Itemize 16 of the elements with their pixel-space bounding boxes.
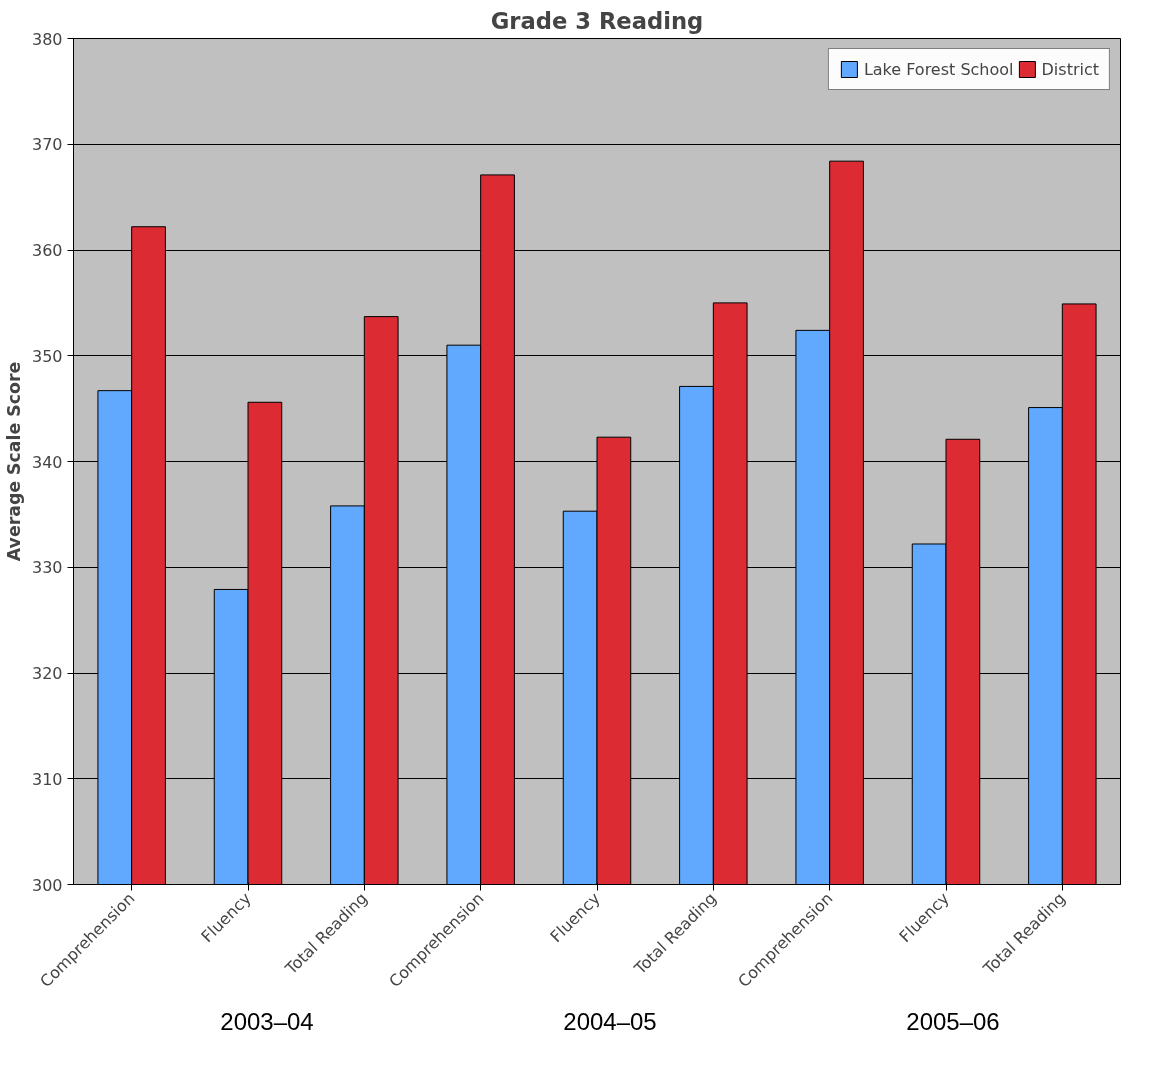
legend-label: District [1041, 59, 1099, 79]
text: 2003–04 [219, 1007, 315, 1037]
y-tick-label: 340 [31, 452, 63, 472]
y-axis-title: Average Scale Score [3, 361, 24, 562]
y-tick-label: 330 [31, 558, 63, 578]
chart-title: Grade 3 Reading [490, 7, 704, 34]
legend-label: Lake Forest School [863, 59, 1014, 79]
text: 2004–05 [562, 1007, 658, 1037]
text: 2005–06 [905, 1007, 1001, 1037]
y-tick-label: 370 [31, 135, 63, 155]
y-tick-label: 380 [31, 29, 63, 49]
y-tick-label: 310 [31, 769, 63, 789]
y-tick-label: 320 [31, 664, 63, 683]
y-tick-label: 350 [31, 346, 63, 366]
y-tick-label: 300 [31, 875, 63, 895]
y-tick-label: 360 [31, 241, 63, 260]
